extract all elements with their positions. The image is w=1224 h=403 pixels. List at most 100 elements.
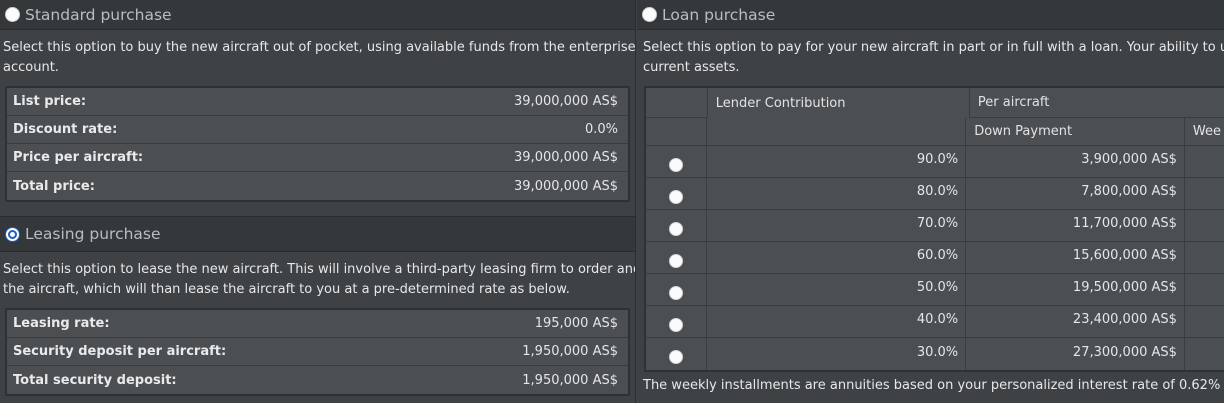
weekly-label: Wee [1192,124,1221,139]
header-lender-contribution: Lender Contribution [708,88,970,118]
loan-option-radio-cell[interactable] [646,210,708,242]
table-row[interactable]: 50.0% 19,500,000 AS$ [646,274,1224,306]
loan-purchase-header[interactable]: Loan purchase [637,0,1224,30]
down-payment-cell: 23,400,000 AS$ [966,306,1185,338]
loan-purchase-description: Select this option to pay for your new a… [637,30,1224,78]
loan-option-radio-cell[interactable] [646,338,708,370]
down-payment-cell: 7,800,000 AS$ [966,178,1185,210]
table-row: Total price: 39,000,000 AS$ [7,172,628,200]
weekly-cell [1184,242,1224,274]
loan-option-radio[interactable] [669,317,684,332]
weekly-cell [1184,210,1224,242]
header-blank-cell [646,88,708,118]
list-price-label: List price: [13,94,87,109]
loan-option-radio[interactable] [669,189,684,204]
table-row[interactable]: 60.0% 15,600,000 AS$ [646,242,1224,274]
loan-desc-line1: Select this option to pay for your new a… [643,40,1224,55]
contribution-cell: 30.0% [707,338,967,370]
weekly-cell [1184,274,1224,306]
loan-option-radio-cell[interactable] [646,242,708,274]
leasing-desc-line1: Select this option to lease the new airc… [3,262,636,277]
down-payment-cell: 3,900,000 AS$ [966,146,1185,178]
standard-purchase-radio[interactable] [5,7,20,22]
total-security-deposit-label: Total security deposit: [13,372,177,388]
standard-desc-line2: account. [3,60,59,75]
discount-rate-label: Discount rate: [13,122,118,137]
leasing-purchase-header[interactable]: Leasing purchase [0,216,635,252]
leasing-purchase-radio[interactable] [5,226,20,242]
loan-option-radio-cell[interactable] [646,274,708,306]
leasing-section: Leasing purchase Select this option to l… [0,216,635,300]
loan-option-radio[interactable] [669,253,684,268]
standard-desc-line1: Select this option to buy the new aircra… [3,40,636,55]
header-per-aircraft: Per aircraft [969,88,1224,118]
leasing-purchase-title: Leasing purchase [25,225,161,243]
security-deposit-label: Security deposit per aircraft: [13,344,227,359]
table-row: List price: 39,000,000 AS$ [7,88,628,116]
leasing-rate-value: 195,000 AS$ [534,316,618,331]
total-price-value: 39,000,000 AS$ [514,178,618,194]
table-row[interactable]: 40.0% 23,400,000 AS$ [646,306,1224,338]
total-security-deposit-value: 1,950,000 AS$ [522,372,618,388]
down-payment-cell: 15,600,000 AS$ [966,242,1185,274]
contribution-cell: 70.0% [707,210,967,242]
leasing-desc-line2: the aircraft, which will than lease the … [3,282,570,297]
standard-price-table: List price: 39,000,000 AS$ Discount rate… [5,86,630,202]
weekly-cell [1184,178,1224,210]
table-row: Discount rate: 0.0% [7,116,628,144]
loan-option-radio[interactable] [669,221,684,236]
contribution-cell: 40.0% [707,306,967,338]
down-payment-label: Down Payment [974,124,1073,139]
contribution-cell: 50.0% [707,274,967,306]
discount-rate-value: 0.0% [584,122,618,137]
table-row: Security deposit per aircraft: 1,950,000… [7,338,628,366]
leasing-table: Leasing rate: 195,000 AS$ Security depos… [5,308,630,396]
security-deposit-value: 1,950,000 AS$ [522,344,618,359]
right-panel: Loan purchase Select this option to pay … [637,0,1224,403]
loan-option-radio-cell[interactable] [646,178,708,210]
header-down-payment: Down Payment [966,118,1185,146]
weekly-cell [1185,338,1224,370]
loan-option-radio-cell[interactable] [646,306,708,338]
down-payment-cell: 11,700,000 AS$ [966,210,1185,242]
contribution-cell: 80.0% [707,178,967,210]
table-row[interactable]: 30.0% 27,300,000 AS$ [646,338,1224,370]
contribution-cell: 60.0% [707,242,967,274]
down-payment-cell: 19,500,000 AS$ [966,274,1185,306]
standard-purchase-title: Standard purchase [25,5,172,24]
standard-purchase-description: Select this option to buy the new aircra… [0,30,635,78]
loan-purchase-title: Loan purchase [662,5,776,24]
table-row[interactable]: 70.0% 11,700,000 AS$ [646,210,1224,242]
leasing-rate-label: Leasing rate: [13,316,110,331]
price-per-aircraft-value: 39,000,000 AS$ [514,150,618,165]
loan-purchase-radio[interactable] [642,7,657,22]
loan-option-radio-cell[interactable] [646,146,708,178]
subheader-blank-cell [646,118,708,146]
down-payment-cell: 27,300,000 AS$ [966,338,1185,370]
table-row: Total security deposit: 1,950,000 AS$ [7,366,628,394]
loan-option-radio[interactable] [669,157,684,172]
table-row[interactable]: 80.0% 7,800,000 AS$ [646,178,1224,210]
loan-option-radio[interactable] [669,285,684,300]
loan-options-table: Lender Contribution Per aircraft Down Pa… [644,86,1224,372]
subheader-blank-cell [707,118,967,146]
contribution-cell: 90.0% [707,146,967,178]
weekly-cell [1184,146,1224,178]
loan-table-header-row: Lender Contribution Per aircraft [646,88,1224,118]
loan-option-radio[interactable] [669,350,684,364]
leasing-purchase-description: Select this option to lease the new airc… [0,252,635,300]
total-price-label: Total price: [13,178,95,194]
per-aircraft-label: Per aircraft [977,95,1050,110]
list-price-value: 39,000,000 AS$ [514,94,618,109]
lender-contribution-label: Lender Contribution [715,95,846,111]
left-panel: Standard purchase Select this option to … [0,0,636,403]
weekly-cell [1184,306,1224,338]
loan-table-subheader-row: Down Payment Wee [646,118,1224,146]
table-row: Leasing rate: 195,000 AS$ [7,310,628,338]
price-per-aircraft-label: Price per aircraft: [13,150,144,165]
table-row[interactable]: 90.0% 3,900,000 AS$ [646,146,1224,178]
standard-purchase-header[interactable]: Standard purchase [0,0,635,30]
table-row: Price per aircraft: 39,000,000 AS$ [7,144,628,172]
header-weekly: Wee [1184,118,1224,146]
loan-installments-note: The weekly installments are annuities ba… [643,378,1224,393]
